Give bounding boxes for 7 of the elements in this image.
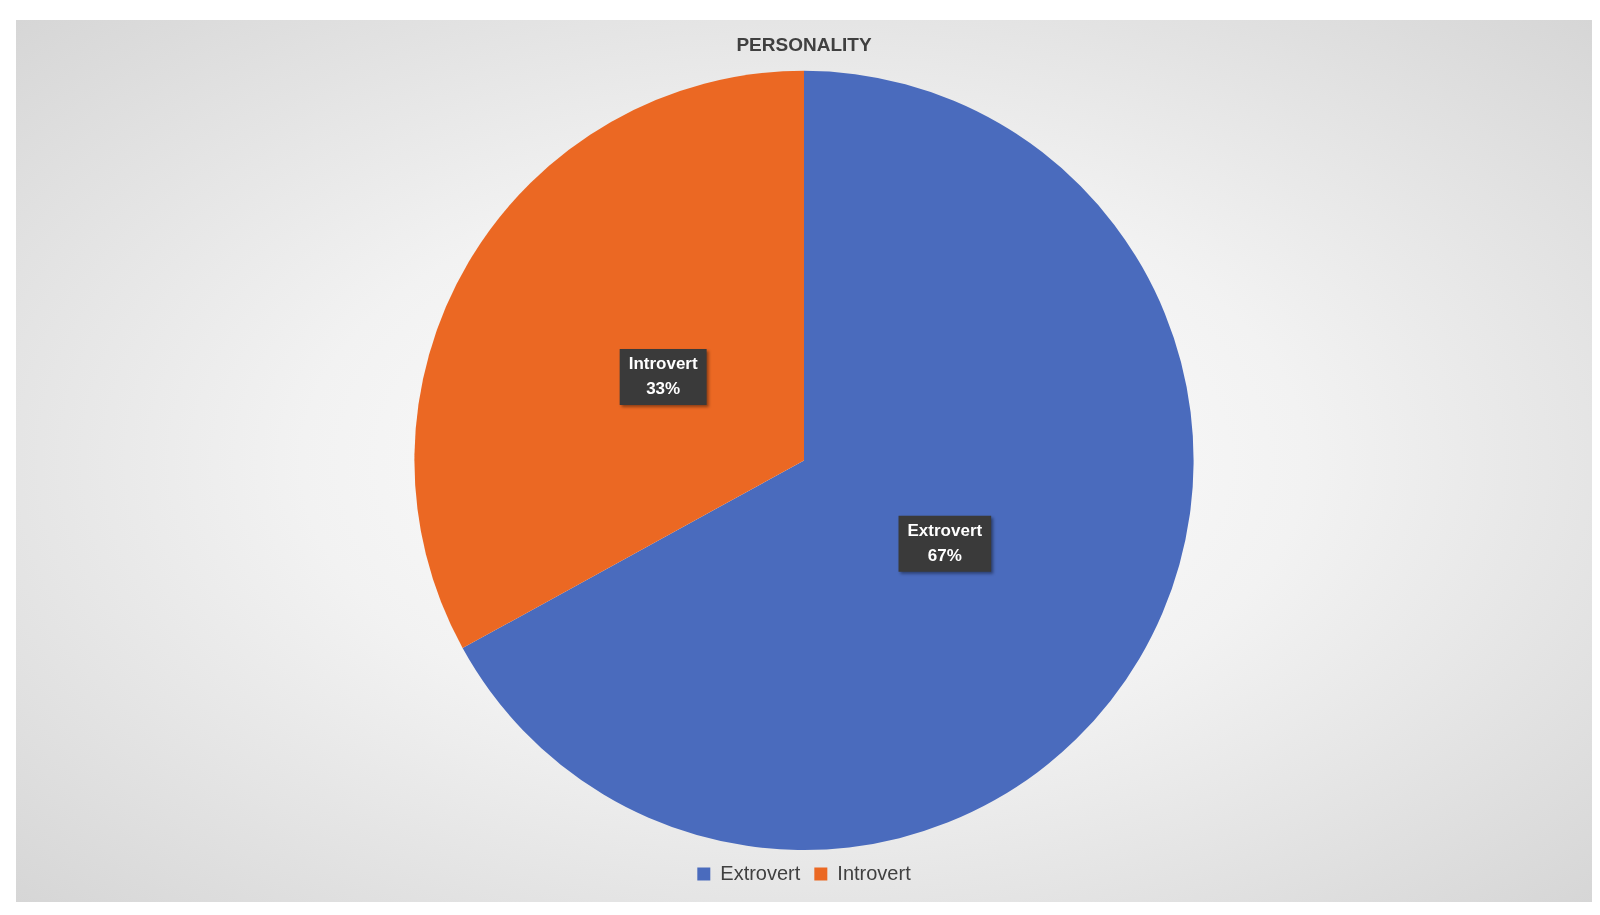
chart-title: PERSONALITY: [736, 33, 872, 55]
legend-label: Introvert: [837, 861, 912, 884]
slice-label: Extrovert: [907, 520, 983, 540]
data-label: 67%: [927, 545, 962, 565]
data-label: 33%: [646, 379, 681, 399]
slice-label: Introvert: [628, 354, 698, 374]
legend-label: Extrovert: [720, 861, 801, 884]
